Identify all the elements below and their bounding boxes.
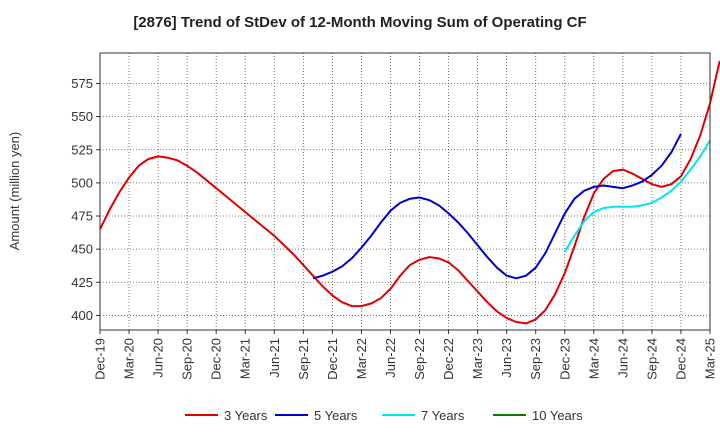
x-tick-label: Sep-22 bbox=[412, 338, 427, 380]
x-tick-label: Dec-23 bbox=[557, 338, 572, 380]
x-tick-label: Mar-25 bbox=[703, 338, 718, 379]
legend-item: 3 Years bbox=[185, 408, 268, 423]
x-tick-label: Jun-20 bbox=[151, 338, 166, 378]
series-line-5-years bbox=[312, 133, 682, 280]
x-tick-label: Dec-20 bbox=[209, 338, 224, 380]
legend-label: 3 Years bbox=[224, 408, 268, 423]
x-tick-label: Dec-24 bbox=[673, 338, 688, 380]
legend-label: 7 Years bbox=[421, 408, 465, 423]
y-tick-label: 500 bbox=[71, 175, 93, 190]
y-axis-label: Amount (million yen) bbox=[7, 132, 22, 251]
series-line-7-years bbox=[563, 139, 711, 253]
x-tick-label: Mar-23 bbox=[470, 338, 485, 379]
x-tick-label: Dec-19 bbox=[93, 338, 108, 380]
series-line-3-years bbox=[99, 60, 720, 325]
x-tick-label: Dec-22 bbox=[441, 338, 456, 380]
x-tick-label: Dec-21 bbox=[325, 338, 340, 380]
plot-frame bbox=[99, 52, 711, 331]
y-tick-label: 550 bbox=[71, 109, 93, 124]
y-tick-label: 475 bbox=[71, 209, 93, 224]
legend-item: 10 Years bbox=[493, 408, 583, 423]
legend-item: 5 Years bbox=[275, 408, 358, 423]
series-lines bbox=[99, 60, 720, 325]
legend-label: 5 Years bbox=[314, 408, 358, 423]
y-tick-label: 525 bbox=[71, 142, 93, 157]
x-tick-label: Jun-22 bbox=[383, 338, 398, 378]
x-tick-label: Mar-24 bbox=[586, 338, 601, 379]
x-tick-label: Jun-23 bbox=[499, 338, 514, 378]
x-tick-label: Mar-22 bbox=[354, 338, 369, 379]
x-tick-label: Jun-21 bbox=[267, 338, 282, 378]
legend: 3 Years 5 Years 7 Years 10 Years bbox=[185, 408, 583, 423]
x-axis-ticks: Dec-19 Mar-20 Jun-20 Sep-20 Dec-20 Mar-21 Jun-… bbox=[93, 330, 718, 380]
x-tick-label: Sep-21 bbox=[296, 338, 311, 380]
y-tick-label: 400 bbox=[71, 308, 93, 323]
y-tick-label: 575 bbox=[71, 76, 93, 91]
legend-item: 7 Years bbox=[382, 408, 465, 423]
x-tick-label: Mar-20 bbox=[122, 338, 137, 379]
legend-label: 10 Years bbox=[532, 408, 583, 423]
x-tick-label: Sep-23 bbox=[528, 338, 543, 380]
y-axis-ticks: 400 425 450 475 500 525 550 575 bbox=[71, 76, 100, 323]
plot-area bbox=[100, 53, 710, 330]
x-tick-label: Sep-20 bbox=[180, 338, 195, 380]
chart-title: [2876] Trend of StDev of 12-Month Moving… bbox=[133, 14, 587, 31]
x-tick-label: Jun-24 bbox=[615, 338, 630, 378]
y-tick-label: 450 bbox=[71, 242, 93, 257]
x-tick-label: Sep-24 bbox=[644, 338, 659, 380]
y-tick-label: 425 bbox=[71, 275, 93, 290]
x-tick-label: Mar-21 bbox=[238, 338, 253, 379]
